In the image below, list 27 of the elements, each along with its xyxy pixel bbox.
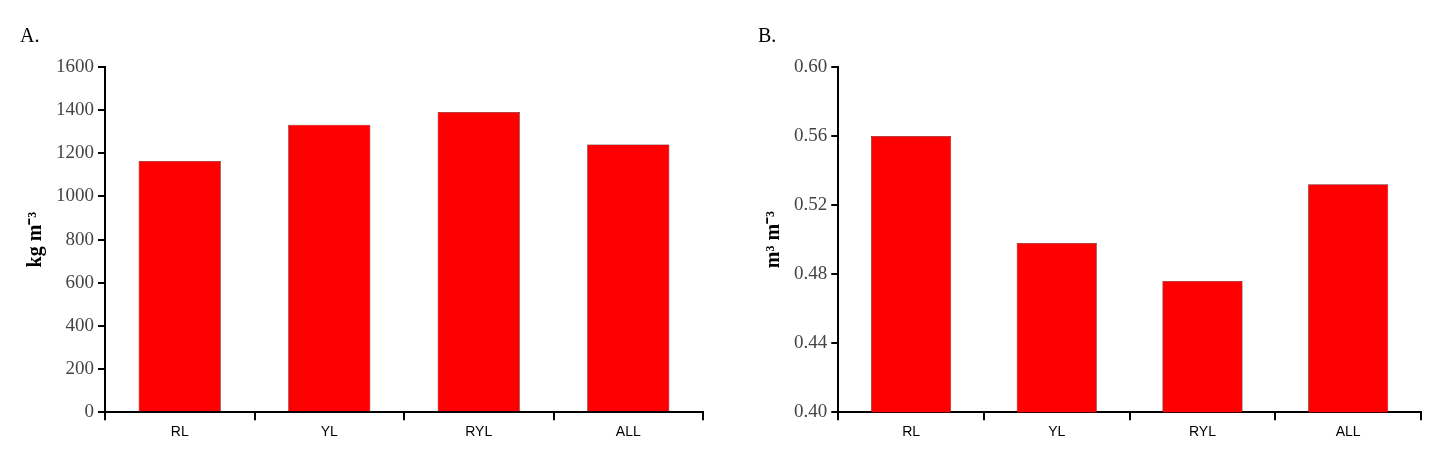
y-tick-label: 0.56 [794,124,828,146]
y-tick-label: 800 [65,227,94,249]
y-axis-title: kg m⁻³ [23,211,47,268]
y-tick-label: 1600 [56,54,94,76]
x-tick-label: RL [902,423,921,440]
y-tick-label: 1200 [56,141,94,163]
y-tick-label: 600 [65,270,94,292]
x-tick-label: ALL [1335,423,1361,440]
x-tick-label: RL [170,423,189,440]
x-tick-label: RYL [465,423,493,440]
x-tick-label: YL [320,423,339,440]
y-tick-label: 0 [84,400,94,422]
x-tick-label: ALL [615,423,641,440]
y-tick-label: 400 [65,313,94,335]
y-tick-label: 0.44 [794,331,828,353]
y-tick-label: 200 [65,357,94,379]
y-tick-label: 0.52 [794,193,828,215]
y-tick-label: 0.60 [794,54,828,76]
y-tick-label: 0.48 [794,262,828,284]
y-tick-label: 1400 [56,98,94,120]
y-tick-label: 1000 [56,184,94,206]
y-tick-label: 0.40 [794,400,828,422]
x-tick-label: RYL [1188,423,1217,440]
y-axis-title: m³ m⁻³ [761,210,784,269]
x-tick-label: YL [1048,423,1066,440]
chart-title: B. [758,24,777,47]
chart-title: A. [20,24,40,47]
